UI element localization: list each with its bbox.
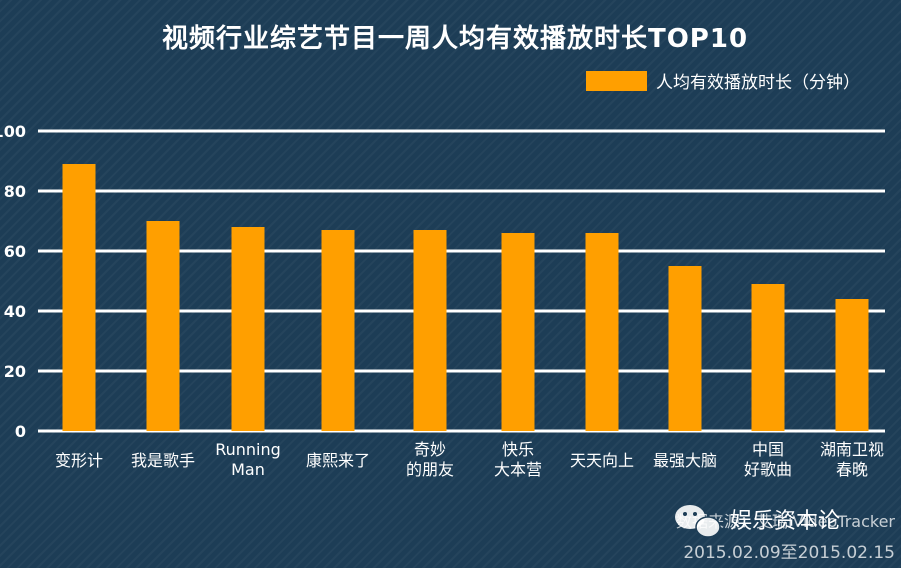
bar — [501, 233, 535, 431]
category-label: 奇妙 — [414, 440, 446, 459]
category-label: 中国 — [752, 440, 784, 459]
category-label: 变形计 — [55, 451, 103, 470]
y-tick-label: 20 — [4, 362, 26, 381]
bar — [668, 266, 702, 431]
chart-title: 视频行业综艺节目一周人均有效播放时长TOP10 — [162, 23, 748, 54]
bar — [62, 164, 96, 431]
wechat-icon-bubble — [695, 516, 721, 538]
category-label: 我是歌手 — [131, 451, 195, 470]
bar — [146, 221, 180, 431]
y-tick-label: 100 — [0, 122, 26, 141]
bar — [413, 230, 447, 431]
legend-label: 人均有效播放时长（分钟） — [656, 73, 860, 93]
y-tick-label: 40 — [4, 302, 26, 321]
category-label: 春晚 — [836, 460, 868, 479]
category-label: 好歌曲 — [744, 460, 792, 479]
y-tick-label: 0 — [15, 422, 26, 441]
y-tick-label: 80 — [4, 182, 26, 201]
y-tick-label: 60 — [4, 242, 26, 261]
category-label: Man — [231, 460, 265, 479]
wechat-icon-eye — [693, 512, 697, 516]
wechat-icon-eye — [683, 512, 687, 516]
source-line-2: 2015.02.09至2015.02.15 — [683, 543, 895, 563]
bar — [751, 284, 785, 431]
category-label: Running — [215, 440, 281, 459]
bar — [835, 299, 869, 431]
category-label: 的朋友 — [406, 460, 454, 479]
category-label: 湖南卫视 — [820, 440, 884, 459]
category-label: 大本营 — [494, 460, 542, 479]
category-label: 天天向上 — [570, 451, 634, 470]
category-label: 最强大脑 — [653, 451, 717, 470]
category-label: 康熙来了 — [306, 451, 370, 470]
watermark-text: 娱乐资本论 — [730, 509, 840, 534]
category-label: 快乐 — [502, 440, 534, 459]
bar — [585, 233, 619, 431]
legend-swatch — [586, 71, 647, 91]
bar — [321, 230, 355, 431]
bar — [231, 227, 265, 431]
source-line-1: 数据来源：艾瑞iVideoTracker — [676, 512, 895, 531]
